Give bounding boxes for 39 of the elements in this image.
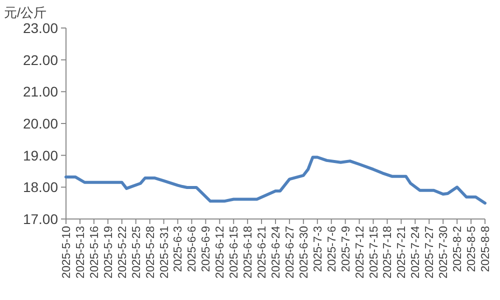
x-tick-label: 2025-7-3 [312,226,324,272]
x-tick-label: 2025-7-18 [382,226,394,278]
x-tick-label: 2025-7-24 [410,225,422,278]
x-tick-label: 2025-7-21 [396,226,408,278]
x-tick-label: 2025-5-31 [158,226,171,278]
x-tick-label: 2025-8-2 [452,226,464,272]
x-tick-label: 2025-6-9 [200,226,213,272]
y-tick-label: 20.00 [22,116,58,132]
y-tick-label: 21.00 [22,84,58,100]
y-tick-label: 18.00 [22,179,58,196]
x-tick-label: 2025-5-22 [116,226,129,278]
x-tick-label: 2025-6-12 [214,226,227,278]
y-tick-label: 17.00 [22,211,58,227]
x-tick-label: 2025-5-19 [102,226,115,278]
x-tick-label: 2025-7-6 [326,226,338,272]
x-tick-label: 2025-5-16 [88,226,101,278]
x-tick-label: 2025-6-15 [228,226,241,278]
x-tick-label: 2025-6-27 [284,226,296,278]
x-tick-label: 2025-6-3 [172,226,185,272]
x-tick-label: 2025-7-30 [438,226,450,278]
x-tick-label: 2025-6-24 [270,225,282,278]
x-tick-label: 2025-5-13 [74,226,87,278]
x-tick-label: 2025-5-25 [130,226,143,278]
y-tick-label: 22.00 [22,52,58,68]
x-tick-label: 2025-6-18 [242,226,255,278]
y-tick-label: 19.00 [22,147,58,164]
x-tick-label: 2025-7-12 [354,226,366,278]
x-tick-label: 2025-5-10 [61,226,73,278]
x-tick-label: 2025-5-28 [144,226,157,278]
y-tick-label: 23.00 [22,20,58,36]
x-tick-label: 2025-6-30 [298,226,310,278]
x-tick-label: 2025-8-8 [480,226,492,272]
x-tick-label: 2025-6-6 [186,226,199,272]
x-tick-label: 2025-8-5 [466,226,478,272]
x-tick-label: 2025-6-21 [256,226,269,278]
x-tick-label: 2025-7-27 [424,226,436,278]
x-tick-label: 2025-7-9 [340,226,352,272]
x-tick-label: 2025-7-15 [368,226,380,278]
y-axis-title: 元/公斤 [4,5,47,20]
